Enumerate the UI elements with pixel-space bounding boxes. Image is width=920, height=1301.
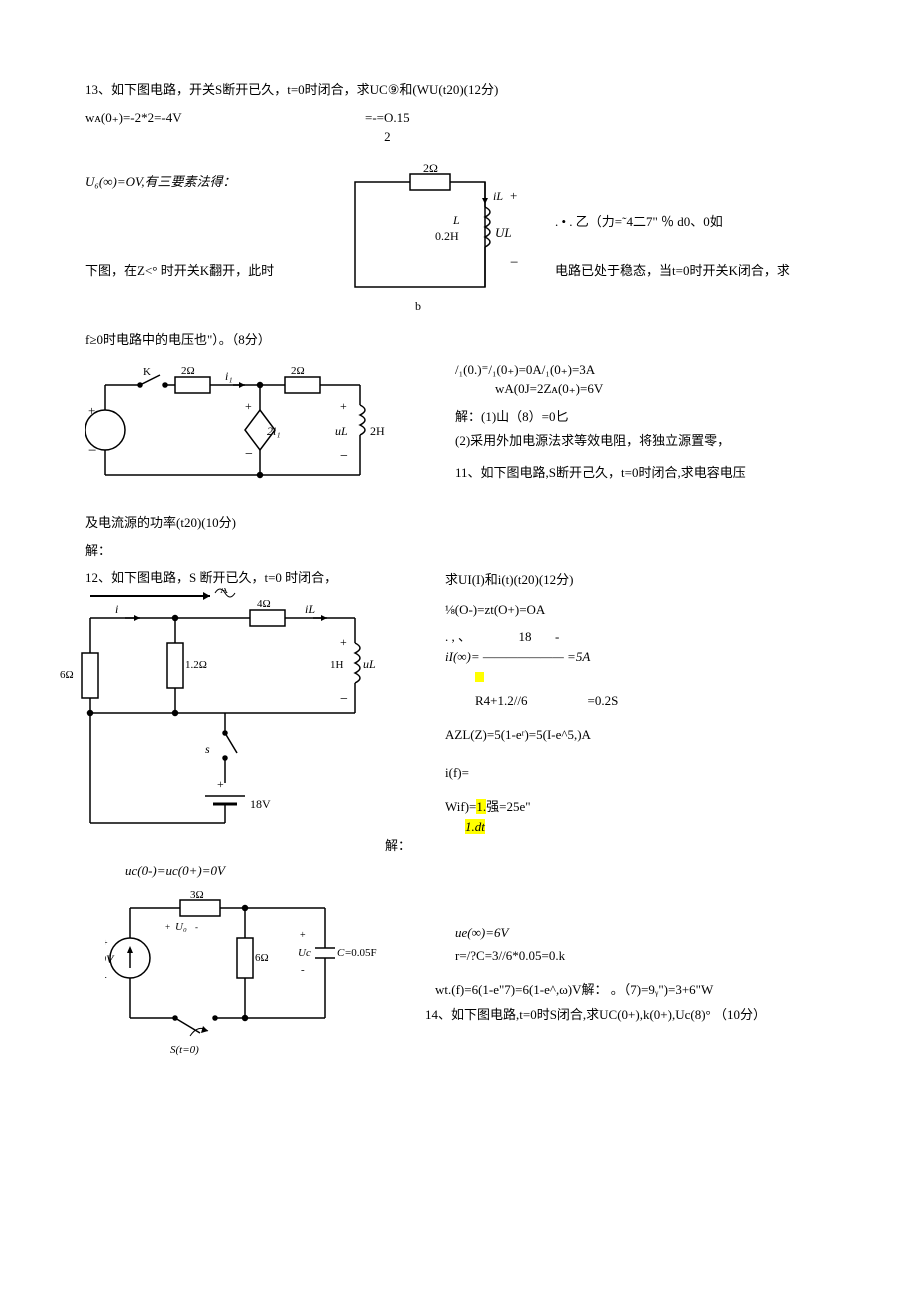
req-l3: 解：(1)山（8）=0匕 bbox=[455, 407, 746, 427]
svg-text:uL: uL bbox=[335, 424, 348, 438]
circuit-b: 2Ω iL + L 0.2H UL − b bbox=[335, 162, 535, 323]
p11-r7b: 1.dt bbox=[465, 819, 485, 834]
req-l5: 11、如下图电路,S断开己久，t=0时闭合,求电容电压 bbox=[455, 463, 746, 483]
p11-r6: i(f)= bbox=[445, 763, 618, 783]
uc-r3: wt.(f)=6(1-e"7)=6(1-e^,ω)V解： 。（7)=9ᵧ")=3… bbox=[435, 980, 766, 1000]
svg-text:=0.05F: =0.05F bbox=[345, 947, 377, 959]
p13-row2: U₆(∞)=OV,有三要素法得： 下图，在Z<° 时开关K翻开，此时 2Ω iL… bbox=[85, 162, 835, 323]
req-l2: wA(0J=2Zᴀ(0₊)=6V bbox=[495, 379, 746, 399]
p11-r7c: 强=25e" bbox=[486, 799, 530, 814]
svg-text:i: i bbox=[115, 602, 118, 616]
svg-text:-: - bbox=[301, 964, 305, 976]
p13-eq1-left: wᴀ(0₊)=-2*2=-4V bbox=[85, 108, 365, 128]
svg-text:U₀: U₀ bbox=[175, 921, 187, 933]
circuit-k: K 2Ω i₁ 2Ω + uL 2H − bbox=[85, 360, 395, 506]
p13-f: f≥0时电路中的电压也"）。（8分） bbox=[85, 330, 835, 350]
uc-r2: r=/?C=3//6*0.05=0.k bbox=[455, 946, 766, 966]
p11-r3: iI(∞)= ——————— =5A bbox=[445, 647, 618, 667]
p13-rightB: 电路已处于稳态，当t=0时开关K闭合，求 bbox=[555, 261, 790, 281]
p11-r4: R4+1.2//6 bbox=[475, 691, 527, 711]
svg-text:3Ω: 3Ω bbox=[190, 889, 204, 901]
svg-text:−: − bbox=[510, 255, 518, 271]
svg-text:+: + bbox=[510, 188, 517, 203]
svg-text:+: + bbox=[340, 635, 347, 649]
svg-text:−: − bbox=[340, 449, 348, 464]
uc-r1: ue(∞)=6V bbox=[455, 923, 766, 943]
svg-text:1H: 1H bbox=[330, 659, 344, 671]
svg-text:0.2H: 0.2H bbox=[435, 229, 459, 243]
svg-text:i₁: i₁ bbox=[225, 369, 233, 383]
p11-r5: AZL(Z)=5(1-eʳ)=5(I-e^5,)A bbox=[445, 725, 618, 745]
p11-r8: 解： bbox=[385, 836, 618, 856]
svg-text:UL: UL bbox=[495, 225, 512, 240]
p11-leftB: 解： bbox=[85, 541, 835, 561]
p11-r2b: 18 bbox=[495, 627, 555, 647]
svg-text:+: + bbox=[340, 399, 347, 413]
row-p12: 12、如下图电路，S 断开已久，t=0 时闭合， A i 4Ω bbox=[85, 568, 835, 856]
p11-r2c: - bbox=[555, 627, 559, 647]
svg-text:+: + bbox=[245, 399, 252, 413]
p11-leftA: 及电流源的功率(t20)(10分) bbox=[85, 513, 835, 533]
svg-text:+: + bbox=[300, 930, 306, 941]
svg-text:C: C bbox=[337, 947, 345, 959]
svg-text:1.2Ω: 1.2Ω bbox=[185, 659, 207, 671]
svg-text:2Ω: 2Ω bbox=[181, 365, 195, 377]
p13-eq1-right: =-=O.15 2 bbox=[365, 108, 410, 147]
svg-text:2i₁: 2i₁ bbox=[267, 424, 281, 438]
svg-text:S(t=0): S(t=0) bbox=[170, 1044, 199, 1056]
circuit-12: A i 4Ω iL 6Ω bbox=[55, 588, 405, 854]
svg-text:+: + bbox=[165, 922, 170, 932]
uc-eq: uc(0-)=uc(0+)=0V bbox=[125, 861, 835, 881]
svg-text:−: − bbox=[245, 447, 253, 462]
svg-text:2Ω: 2Ω bbox=[291, 365, 305, 377]
req-l1: /₁(0.)⁼/₁(0₊)=0A/₁(0₊)=3A bbox=[455, 360, 746, 380]
p13-title: 13、如下图电路，开关S断开已久，t=0时闭合，求UC⑨和(WU(t20)(12… bbox=[85, 80, 835, 100]
svg-text:6Ω: 6Ω bbox=[255, 952, 269, 964]
svg-text:6Ω: 6Ω bbox=[60, 669, 74, 681]
p13-eq1rb: 2 bbox=[365, 127, 410, 147]
svg-text:−: − bbox=[340, 692, 348, 707]
p13-rightA: . • . 乙（力=˜4二7" ％ d0、0如 bbox=[555, 212, 790, 232]
svg-text:2Ω: 2Ω bbox=[423, 162, 438, 175]
circuit-c: 3Ω + Uc - C =0.05F 6Ω + U₀ - bbox=[105, 888, 385, 1079]
svg-text:iL: iL bbox=[305, 602, 315, 616]
row-circuitK: K 2Ω i₁ 2Ω + uL 2H − bbox=[85, 360, 835, 506]
svg-text:18V: 18V bbox=[250, 797, 271, 811]
svg-text:b: b bbox=[415, 299, 421, 313]
svg-text:+: + bbox=[217, 777, 224, 791]
svg-text:4Ω: 4Ω bbox=[257, 598, 271, 610]
p11-r7a: Wif)= bbox=[445, 799, 476, 814]
svg-text:+: + bbox=[88, 403, 95, 418]
p11-r7hl: 1. bbox=[476, 799, 486, 814]
uc-r4: 14、如下图电路,t=0时S闭合,求UC(0+),k(0+),Uc(8)° （1… bbox=[425, 1005, 766, 1025]
svg-text:2H: 2H bbox=[370, 424, 385, 438]
svg-text:K: K bbox=[143, 366, 151, 378]
p12-title: 12、如下图电路，S 断开已久，t=0 时闭合， bbox=[85, 568, 405, 588]
svg-text:-: - bbox=[195, 922, 198, 932]
svg-text:-: - bbox=[105, 971, 107, 983]
p11-r4b: =0.2S bbox=[587, 691, 618, 711]
svg-text:iL: iL bbox=[493, 189, 503, 203]
svg-text:Uc: Uc bbox=[298, 947, 311, 959]
p11-r2a: . , 、 bbox=[445, 627, 495, 647]
req-l4: (2)采用外加电源法求等效电阻，将独立源置零， bbox=[455, 431, 746, 451]
p13-eq2: U₆(∞)=OV,有三要素法得： bbox=[85, 172, 335, 192]
svg-text:uL: uL bbox=[363, 657, 376, 671]
p11-right-title: 求UI(I)和i(t)(t20)(12分) bbox=[445, 570, 618, 590]
svg-text:+: + bbox=[105, 938, 108, 949]
svg-text:s: s bbox=[205, 742, 210, 756]
svg-text:−: − bbox=[88, 443, 96, 459]
row-circuitC: 3Ω + Uc - C =0.05F 6Ω + U₀ - bbox=[85, 888, 835, 1079]
svg-text:L: L bbox=[452, 213, 460, 227]
p11-r1: ⅛(O-)=zt(O+)=OA bbox=[445, 600, 618, 620]
p13-eq1ra: =-=O.15 bbox=[365, 108, 410, 128]
p13-leftA: 下图，在Z<° 时开关K翻开，此时 bbox=[85, 261, 335, 281]
p13-eq1-row: wᴀ(0₊)=-2*2=-4V =-=O.15 2 bbox=[85, 108, 835, 147]
